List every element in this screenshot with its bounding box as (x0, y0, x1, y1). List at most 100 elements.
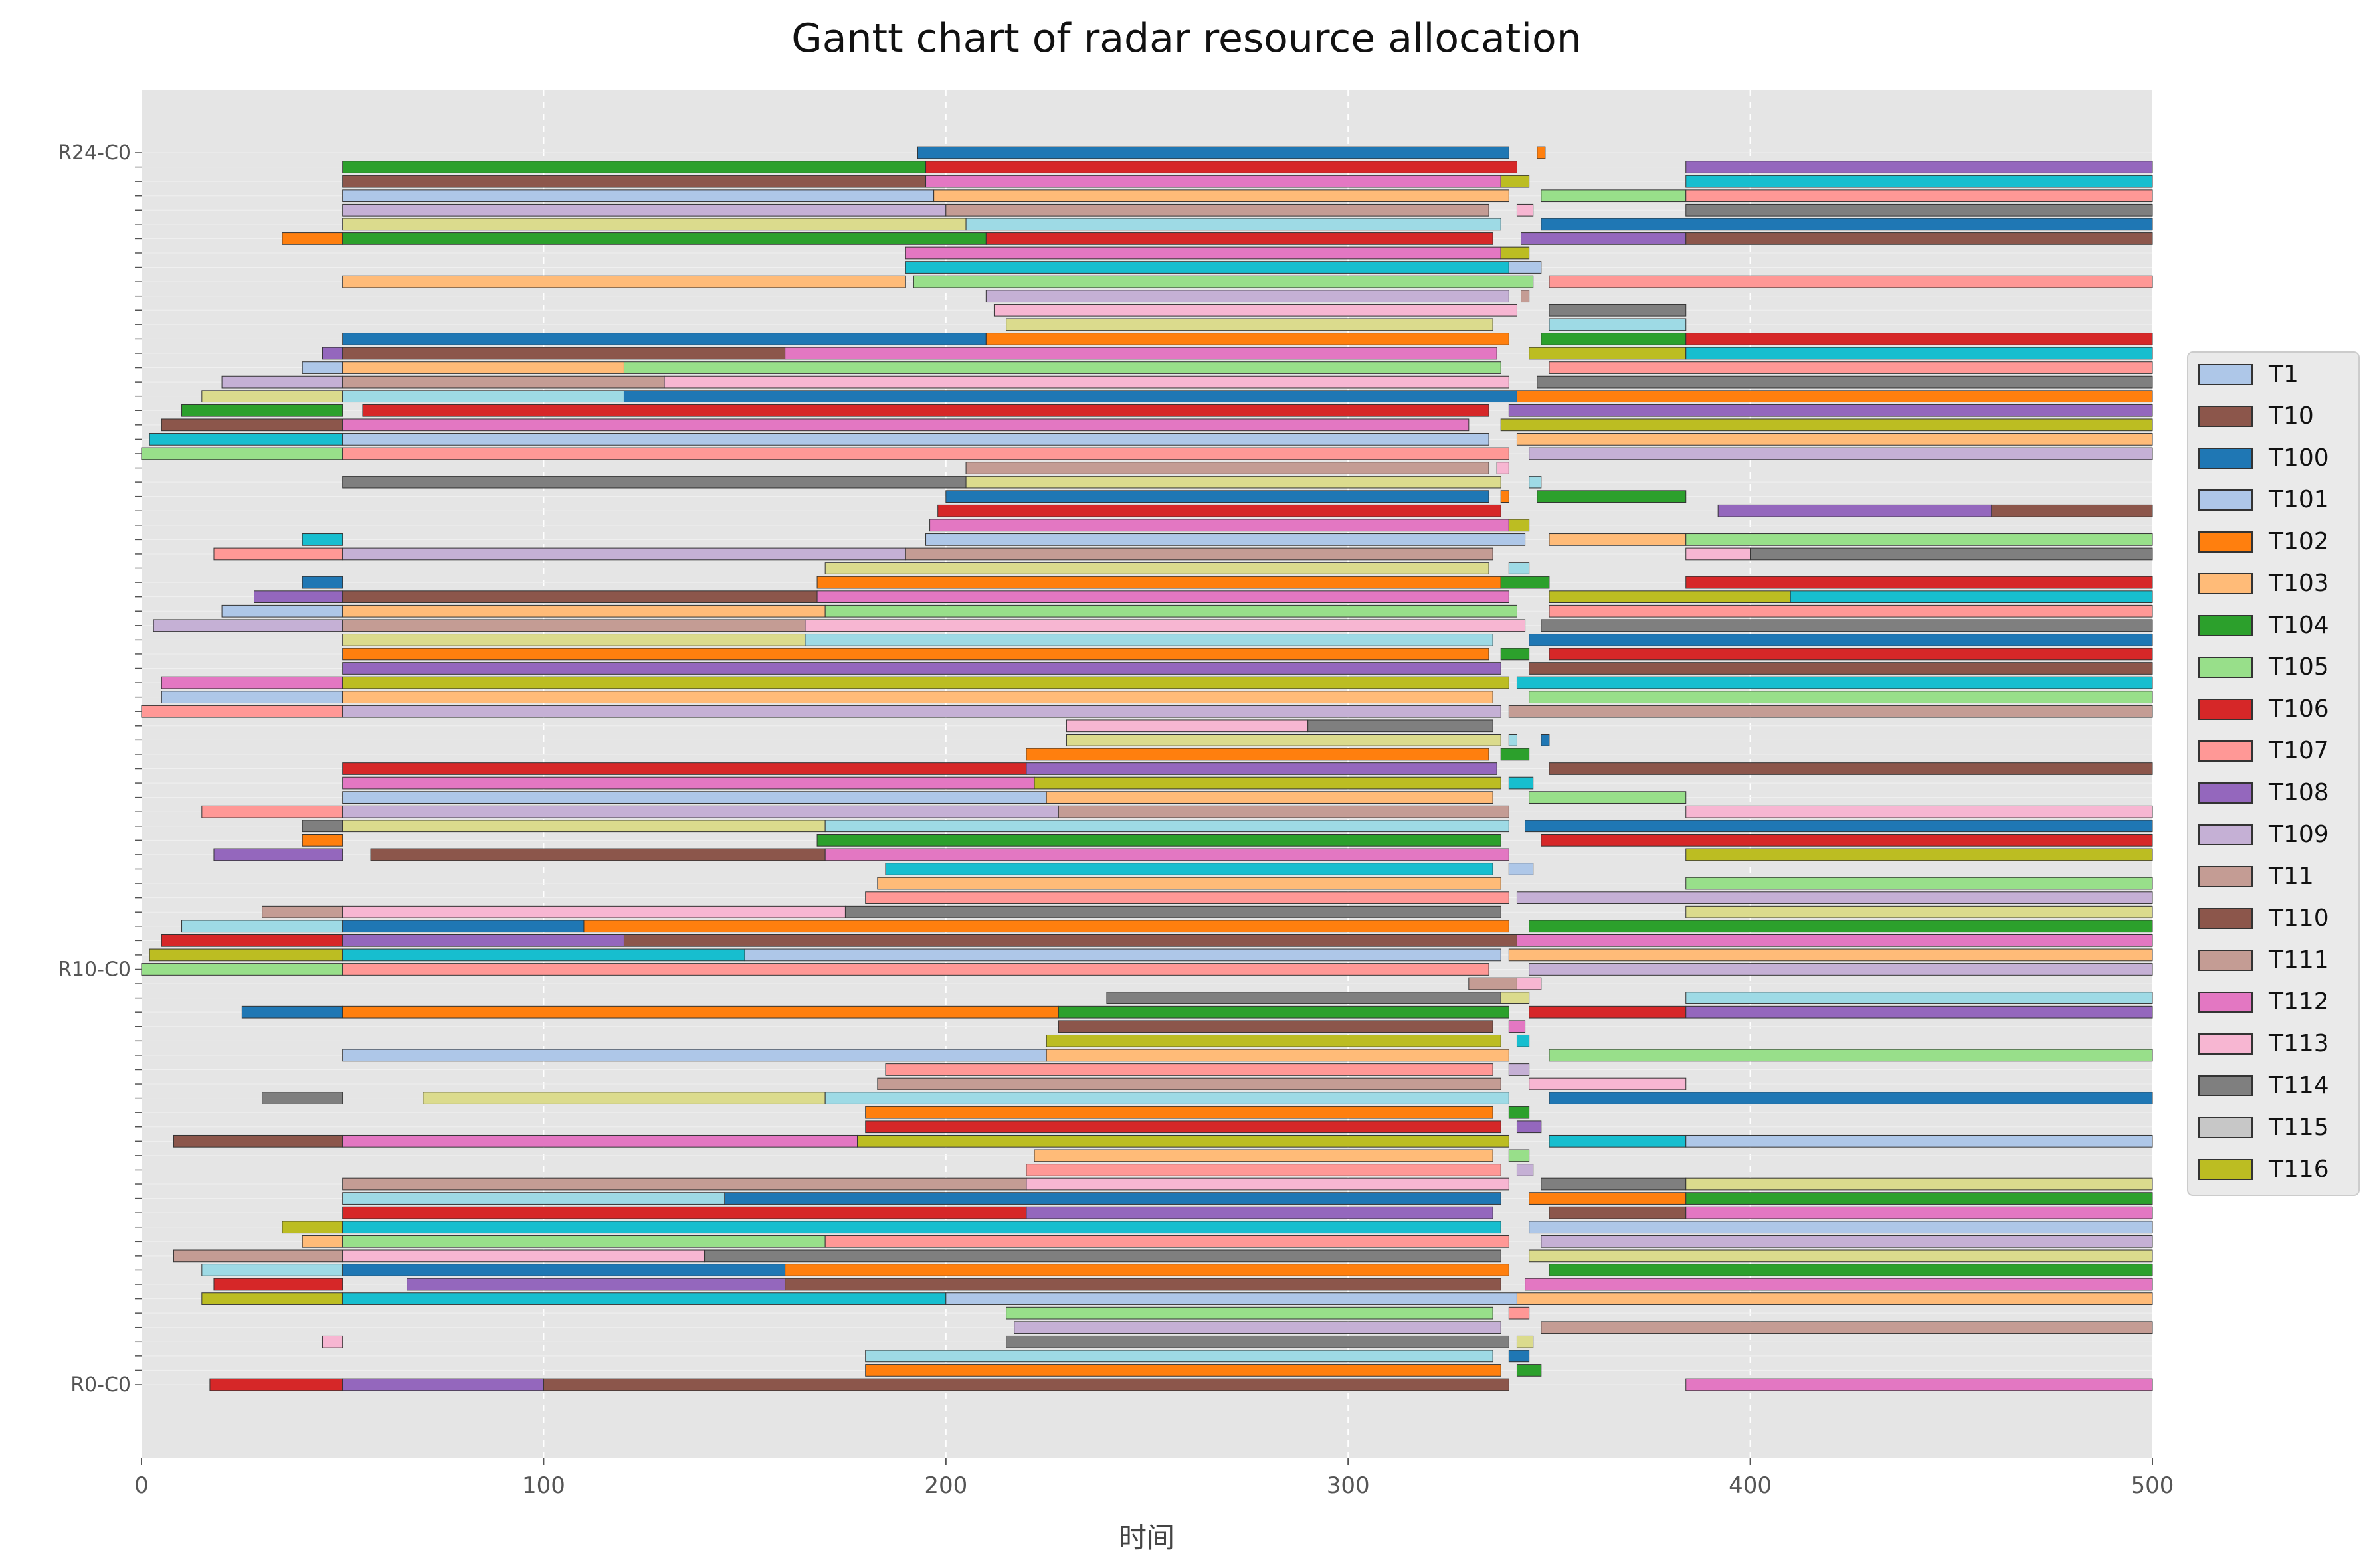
gantt-bar (141, 447, 343, 460)
gantt-bar (945, 203, 1489, 217)
legend-label: T112 (2268, 988, 2329, 1015)
gantt-bar (1685, 1206, 2153, 1219)
gantt-bar (805, 634, 1493, 646)
gantt-bar (1529, 963, 2153, 976)
gantt-bar (865, 1106, 1493, 1119)
gantt-bar (1026, 1206, 1493, 1219)
legend-label: T114 (2268, 1072, 2329, 1099)
gantt-bar (342, 948, 745, 962)
gantt-bar (1508, 1063, 1530, 1076)
legend-swatch (2198, 950, 2253, 971)
gantt-bar (1549, 533, 1687, 546)
gantt-bar (342, 905, 846, 918)
gantt-bar (209, 1378, 343, 1391)
gantt-bar (262, 1092, 343, 1104)
gantt-bar (161, 676, 343, 689)
gantt-bar (1991, 504, 2153, 517)
gantt-bar (1500, 992, 1530, 1004)
gantt-bar (1685, 1378, 2153, 1391)
gantt-bar (342, 1264, 786, 1276)
gantt-bar (1006, 318, 1493, 331)
gantt-bar (937, 504, 1501, 517)
gantt-bar (1685, 992, 2153, 1004)
gantt-bar (1549, 1206, 1687, 1219)
x-tick-label: 500 (2131, 1472, 2174, 1499)
gantt-bar (917, 146, 1509, 159)
gantt-bar (1525, 1278, 2153, 1291)
gantt-bar (1529, 1221, 2153, 1234)
gantt-bar (282, 232, 343, 245)
gantt-bar (785, 1264, 1509, 1276)
gantt-bar (1521, 232, 1687, 245)
gantt-bar (1685, 175, 2153, 188)
legend-label: T107 (2268, 737, 2329, 764)
gantt-bar (1541, 1321, 2153, 1334)
legend-swatch (2198, 1033, 2253, 1055)
gantt-bar (1500, 648, 1530, 661)
gantt-bar (149, 433, 343, 446)
legend-swatch (2198, 1117, 2253, 1138)
gantt-bar (1549, 1092, 2153, 1104)
gantt-bar (1529, 1005, 1687, 1019)
gantt-bar (824, 562, 1489, 574)
gantt-bar (623, 361, 1501, 374)
legend-label: T11 (2268, 863, 2314, 890)
gantt-bar (181, 920, 343, 933)
x-tick-label: 200 (924, 1472, 967, 1499)
gantt-bar (1549, 1134, 1687, 1148)
gantt-bar (1537, 375, 2153, 389)
gantt-bar (302, 576, 343, 589)
gantt-bar (1508, 404, 2153, 417)
gantt-bar (342, 275, 906, 288)
gantt-bar (1750, 547, 2153, 561)
gantt-bar (213, 848, 343, 861)
gantt-bar (877, 877, 1501, 890)
gantt-bar (1525, 820, 2153, 833)
gantt-bar (1529, 1077, 1687, 1090)
gantt-bar (161, 934, 343, 947)
gantt-bar (342, 676, 1509, 689)
gantt-bar (865, 1350, 1493, 1363)
gantt-bar (877, 1077, 1501, 1090)
gantt-bar (262, 905, 343, 918)
gantt-bar (342, 418, 1470, 432)
gantt-bar (407, 1278, 786, 1291)
gantt-bar (1516, 934, 2153, 947)
gantt-bar (423, 1092, 826, 1104)
gantt-bar (925, 175, 1501, 188)
gantt-bar (1685, 333, 2153, 345)
gantt-bar (913, 275, 1534, 288)
gantt-bar (1790, 590, 2153, 604)
gantt-bar (342, 619, 806, 632)
gantt-bar (342, 920, 585, 933)
gantt-bar (1508, 1350, 1530, 1363)
legend-label: T116 (2268, 1156, 2329, 1183)
gantt-bar (1685, 533, 2153, 546)
gantt-bar (1685, 1134, 2153, 1148)
gantt-bar (1685, 232, 2153, 245)
gantt-bar (945, 490, 1489, 503)
gantt-bar (1500, 175, 1530, 188)
gantt-bar (623, 934, 1517, 947)
gantt-bar (744, 948, 1501, 962)
gantt-bar (724, 1192, 1501, 1205)
gantt-bar (342, 433, 1489, 446)
gantt-bar (1549, 590, 1791, 604)
gantt-bar (1500, 576, 1550, 589)
gantt-bar (342, 705, 1501, 718)
gantt-bar (342, 691, 1493, 703)
gantt-bar (1516, 203, 1534, 217)
gantt-bar (302, 361, 343, 374)
gantt-bar (1026, 748, 1489, 761)
gantt-bar (173, 1249, 343, 1263)
gantt-bar (342, 1005, 1059, 1019)
gantt-bar (1537, 490, 1687, 503)
gantt-bar (1508, 776, 1534, 790)
x-tick-label: 400 (1729, 1472, 1772, 1499)
gantt-bar (1529, 791, 1687, 804)
legend-swatch (2198, 1075, 2253, 1096)
gantt-bar (342, 648, 1489, 661)
gantt-bar (342, 934, 624, 947)
gantt-bar (342, 1049, 1047, 1062)
gantt-bar (1549, 604, 2153, 618)
